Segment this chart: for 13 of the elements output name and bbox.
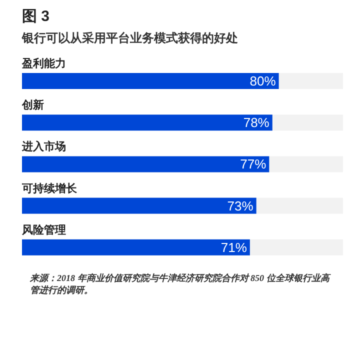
y-tick-label: 进入市场 [21,140,66,154]
data-label: 78% [243,115,270,130]
data-label: 77% [240,156,267,172]
data-label: 73% [227,198,254,214]
y-tick-label: 创新 [21,98,44,112]
y-tick-label: 盈利能力 [21,57,66,70]
data-label: 71% [220,240,248,255]
data-label: 80% [250,74,276,88]
y-tick-label: 可持续增长 [21,182,78,195]
chart-subtitle: 银行可以从采用平台业务模式获得的好处 [22,30,239,46]
y-tick-label: 风险管理 [21,223,66,236]
source-note: 来源：2018 年商业价值研究院与牛津经济研究院合作对 850 位全球银行业高管进行的调研。 [30,272,332,296]
chart-title: 图 3 [22,8,51,26]
